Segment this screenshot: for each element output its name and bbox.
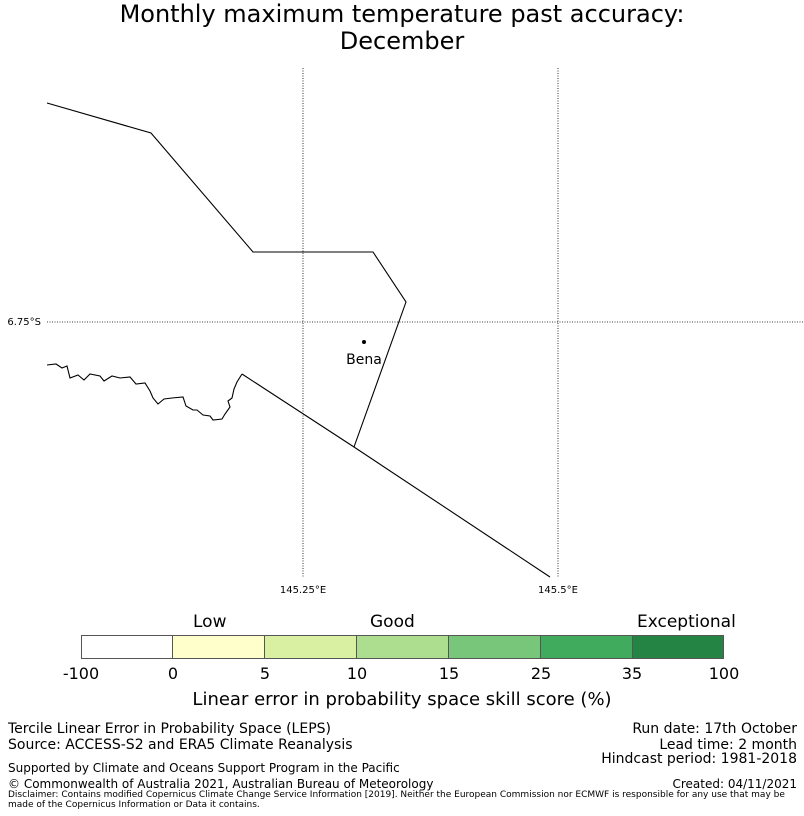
colorbar-tick-label: 10 (346, 664, 368, 683)
chart-title-line2: December (339, 27, 465, 55)
support-text: Supported by Climate and Oceans Support … (8, 761, 400, 775)
colorbar-tick-label: 15 (438, 664, 460, 683)
created-text: Created: 04/11/2021 (672, 777, 797, 791)
colorbar-segment (264, 635, 357, 659)
source-text: Source: ACCESS-S2 and ERA5 Climate Reana… (8, 737, 353, 753)
bena-marker (362, 340, 366, 344)
colorbar-segment (356, 635, 449, 659)
category-good: Good (370, 612, 415, 632)
province-boundary-south (241, 373, 551, 578)
lon-tick-label-145-25: 145.25°E (280, 585, 326, 596)
colorbar-segment (448, 635, 541, 659)
place-label-bena: Bena (346, 352, 382, 368)
colorbar-tick-label: -100 (62, 664, 100, 683)
colorbar-segment (81, 635, 173, 659)
lon-tick-label-145-5: 145.5°E (538, 585, 578, 596)
lead-time-text: Lead time: 2 month (659, 737, 797, 753)
method-text: Tercile Linear Error in Probability Spac… (8, 721, 331, 737)
colorbar-tick-label: 100 (708, 664, 740, 683)
copyright-text: © Commonwealth of Australia 2021, Austra… (8, 777, 434, 791)
map-panel: Bena 6.75°S 145.25°E 145.5°E (7, 68, 804, 596)
colorbar-tick-label: 0 (167, 664, 179, 683)
chart-title-line1: Monthly maximum temperature past accurac… (119, 0, 685, 28)
category-exceptional: Exceptional (637, 612, 736, 632)
category-low: Low (193, 612, 227, 632)
colorbar-tick-label: 35 (621, 664, 643, 683)
disclaimer-text: Disclaimer: Contains modified Copernicus… (8, 790, 785, 810)
colorbar-tick-label: 25 (530, 664, 552, 683)
province-boundary (46, 102, 407, 448)
colorbar-tick-label: 5 (259, 664, 271, 683)
colorbar-segment (172, 635, 265, 659)
lat-tick-label: 6.75°S (7, 317, 41, 328)
colorbar-title: Linear error in probability space skill … (192, 689, 612, 710)
river-boundary (46, 363, 243, 421)
run-date-text: Run date: 17th October (632, 721, 797, 737)
colorbar-segment (632, 635, 724, 659)
hindcast-text: Hindcast period: 1981-2018 (601, 751, 797, 767)
colorbar-segment (540, 635, 633, 659)
